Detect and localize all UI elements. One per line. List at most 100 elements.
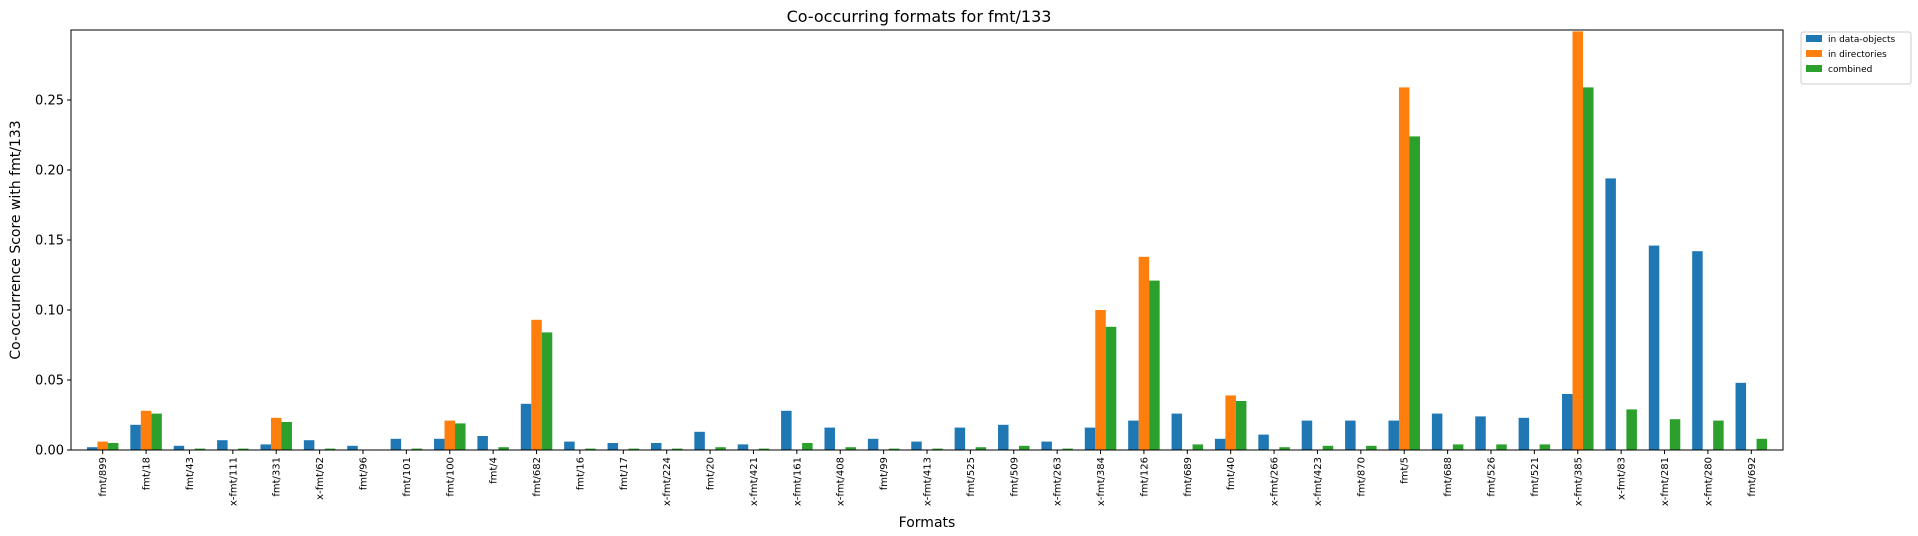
x-tick-label: x-fmt/266 bbox=[1270, 457, 1281, 506]
bar-x-fmt-161-2 bbox=[802, 443, 813, 450]
bar-x-fmt-421-0 bbox=[738, 444, 749, 450]
bar-x-fmt-263-0 bbox=[1041, 442, 1052, 450]
bar-x-fmt-384-2 bbox=[1106, 327, 1117, 450]
y-tick-label: 0.25 bbox=[35, 94, 64, 109]
bar-x-fmt-280-2 bbox=[1713, 421, 1724, 450]
bar-fmt-126-1 bbox=[1139, 257, 1150, 450]
legend-swatch bbox=[1806, 50, 1822, 57]
x-tick-label: x-fmt/83 bbox=[1617, 457, 1628, 500]
bar-x-fmt-385-0 bbox=[1562, 394, 1573, 450]
bar-fmt-101-0 bbox=[391, 439, 402, 450]
x-tick-label: fmt/17 bbox=[619, 457, 630, 490]
x-tick-label: fmt/99 bbox=[879, 457, 890, 490]
bar-fmt-16-0 bbox=[564, 442, 575, 450]
x-tick-label: x-fmt/384 bbox=[1096, 457, 1107, 506]
x-tick-label: fmt/331 bbox=[272, 457, 283, 497]
x-tick-label: fmt/899 bbox=[98, 457, 109, 497]
bar-fmt-682-0 bbox=[521, 404, 532, 450]
x-tick-label: fmt/16 bbox=[575, 457, 586, 490]
bar-fmt-331-1 bbox=[271, 418, 282, 450]
x-tick-label: fmt/682 bbox=[532, 457, 543, 497]
x-tick-label: fmt/870 bbox=[1356, 457, 1367, 497]
bar-x-fmt-408-0 bbox=[824, 428, 835, 450]
x-tick-label: fmt/521 bbox=[1530, 457, 1541, 497]
bar-fmt-99-0 bbox=[868, 439, 879, 450]
bar-x-fmt-384-0 bbox=[1085, 428, 1096, 450]
bar-fmt-5-0 bbox=[1388, 421, 1399, 450]
x-tick-label: x-fmt/413 bbox=[923, 457, 934, 506]
x-tick-label: x-fmt/224 bbox=[662, 457, 673, 506]
bar-fmt-331-2 bbox=[281, 422, 292, 450]
chart-title: Co-occurring formats for fmt/133 bbox=[787, 7, 1052, 26]
x-tick-label: fmt/688 bbox=[1443, 457, 1454, 497]
bar-fmt-5-1 bbox=[1399, 87, 1410, 450]
bars-group bbox=[87, 31, 1767, 450]
bar-fmt-331-0 bbox=[260, 444, 271, 450]
bar-fmt-126-0 bbox=[1128, 421, 1139, 450]
x-tick-label: x-fmt/161 bbox=[792, 457, 803, 506]
bar-fmt-20-0 bbox=[694, 432, 705, 450]
x-tick-label: fmt/689 bbox=[1183, 457, 1194, 497]
bar-x-fmt-423-2 bbox=[1323, 446, 1334, 450]
y-tick-label: 0.00 bbox=[35, 444, 64, 459]
bar-fmt-100-0 bbox=[434, 439, 445, 450]
bar-fmt-525-0 bbox=[955, 428, 966, 450]
x-tick-label: x-fmt/385 bbox=[1573, 457, 1584, 506]
bar-fmt-521-2 bbox=[1540, 444, 1551, 450]
bar-fmt-689-0 bbox=[1172, 414, 1183, 450]
bar-fmt-100-1 bbox=[445, 421, 456, 450]
bar-x-fmt-385-2 bbox=[1583, 87, 1594, 450]
bar-fmt-899-1 bbox=[97, 442, 108, 450]
y-tick-label: 0.15 bbox=[35, 234, 64, 249]
y-axis-label: Co-occurrence Score with fmt/133 bbox=[8, 120, 24, 359]
y-tick-label: 0.10 bbox=[35, 304, 64, 319]
x-tick-label: fmt/4 bbox=[489, 457, 500, 484]
bar-x-fmt-281-0 bbox=[1649, 246, 1660, 450]
legend-label: in directories bbox=[1828, 50, 1887, 60]
bar-x-fmt-280-0 bbox=[1692, 251, 1703, 450]
y-axis: 0.00 0.05 0.10 0.15 0.20 0.25 bbox=[35, 94, 71, 459]
x-axis: fmt/899 fmt/18 fmt/43 x-fmt/111 fmt/331 x-fmt… bbox=[98, 450, 1758, 506]
x-tick-label: x-fmt/421 bbox=[749, 457, 760, 506]
bar-fmt-4-0 bbox=[477, 436, 488, 450]
bar-fmt-870-0 bbox=[1345, 421, 1356, 450]
bar-fmt-509-0 bbox=[998, 425, 1009, 450]
x-tick-label: x-fmt/408 bbox=[836, 457, 847, 506]
bar-fmt-40-1 bbox=[1225, 395, 1236, 450]
x-tick-label: fmt/20 bbox=[706, 457, 717, 490]
bar-fmt-18-0 bbox=[130, 425, 141, 450]
bar-fmt-509-2 bbox=[1019, 446, 1030, 450]
bar-fmt-40-0 bbox=[1215, 439, 1226, 450]
x-tick-label: fmt/526 bbox=[1487, 457, 1498, 497]
x-tick-label: fmt/509 bbox=[1009, 457, 1020, 497]
x-tick-label: fmt/18 bbox=[142, 457, 153, 490]
legend-label: combined bbox=[1828, 65, 1872, 75]
x-tick-label: fmt/525 bbox=[966, 457, 977, 497]
legend-swatch bbox=[1806, 35, 1822, 42]
bar-fmt-682-2 bbox=[542, 332, 553, 450]
bar-fmt-526-2 bbox=[1496, 444, 1507, 450]
bar-fmt-5-2 bbox=[1409, 136, 1420, 450]
y-tick-label: 0.20 bbox=[35, 164, 64, 179]
x-tick-label: x-fmt/281 bbox=[1660, 457, 1671, 506]
bar-fmt-96-0 bbox=[347, 446, 358, 450]
x-tick-label: fmt/126 bbox=[1139, 457, 1150, 497]
x-tick-label: fmt/40 bbox=[1226, 457, 1237, 490]
x-tick-label: x-fmt/280 bbox=[1703, 457, 1714, 506]
bar-fmt-126-2 bbox=[1149, 281, 1160, 450]
x-tick-label: x-fmt/62 bbox=[315, 457, 326, 500]
bar-x-fmt-83-0 bbox=[1605, 178, 1616, 450]
bar-fmt-521-0 bbox=[1519, 418, 1530, 450]
x-tick-label: fmt/100 bbox=[445, 457, 456, 497]
bar-fmt-18-2 bbox=[151, 414, 162, 450]
x-axis-label: Formats bbox=[899, 515, 956, 531]
bar-x-fmt-384-1 bbox=[1095, 310, 1106, 450]
bar-fmt-692-2 bbox=[1757, 439, 1768, 450]
x-tick-label: fmt/101 bbox=[402, 457, 413, 497]
legend: in data-objects in directories combined bbox=[1801, 32, 1911, 84]
bar-fmt-682-1 bbox=[531, 320, 542, 450]
bar-x-fmt-111-0 bbox=[217, 440, 228, 450]
x-tick-label: fmt/43 bbox=[185, 457, 196, 490]
x-tick-label: fmt/692 bbox=[1747, 457, 1758, 497]
legend-swatch bbox=[1806, 65, 1822, 72]
